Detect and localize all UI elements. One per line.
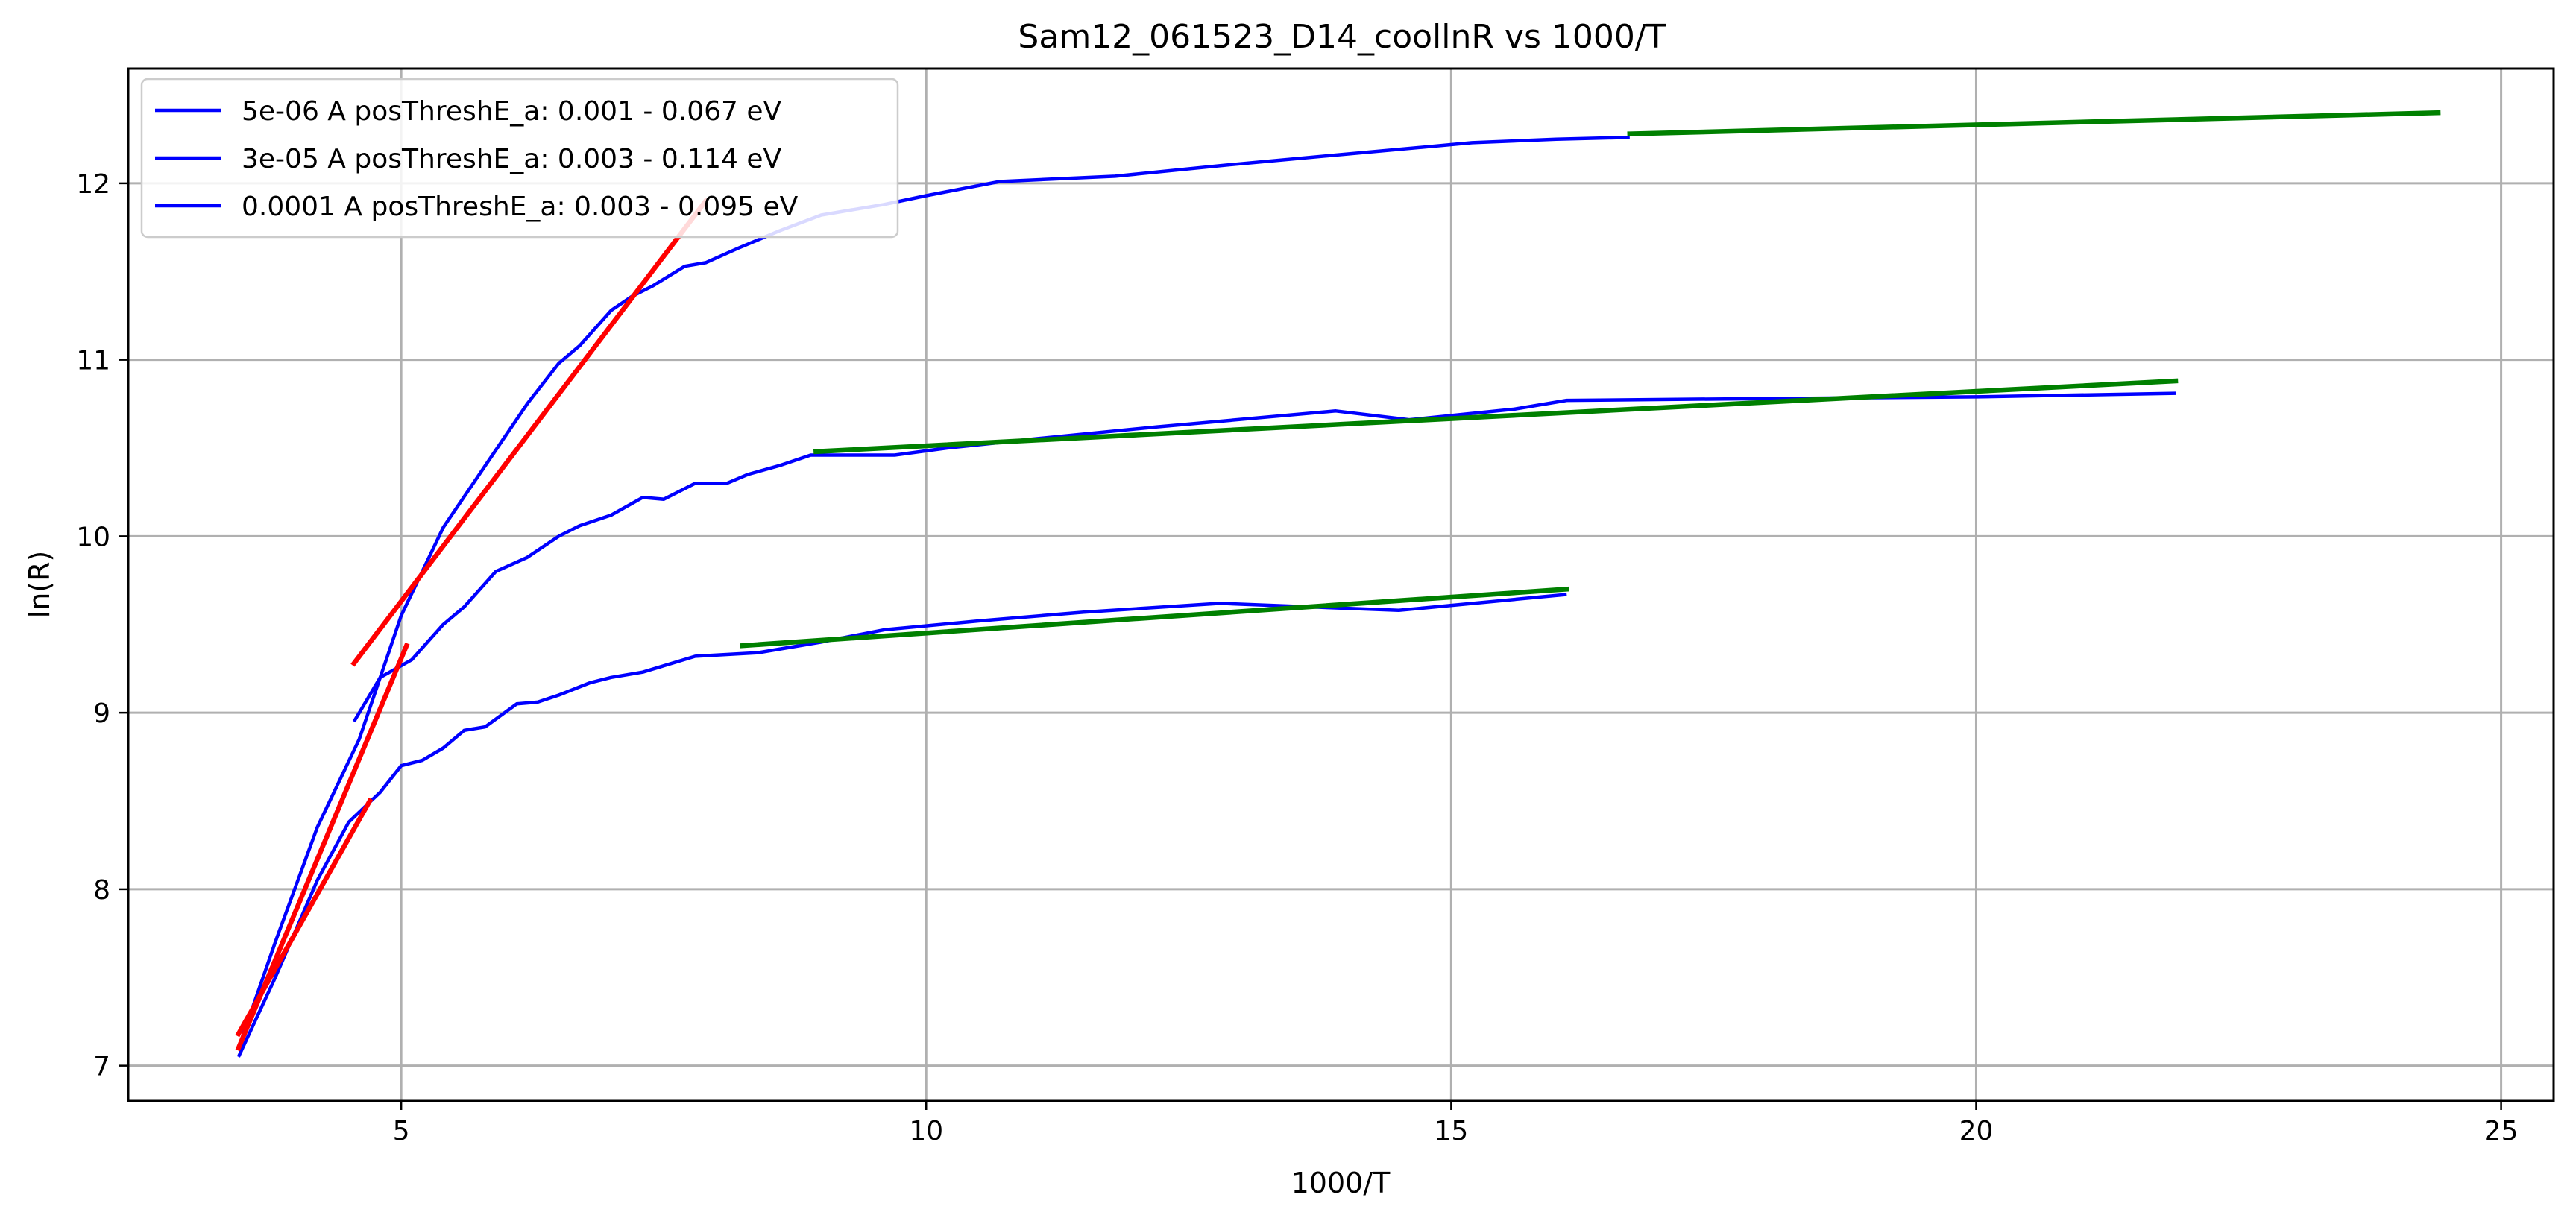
y-tick-label: 9 bbox=[93, 698, 110, 729]
fit-line-1 bbox=[350, 198, 710, 667]
y-axis-label: ln(R) bbox=[23, 551, 56, 619]
x-tick-label: 25 bbox=[2484, 1116, 2519, 1146]
series-line-1 bbox=[236, 136, 1630, 1049]
y-tick-label: 12 bbox=[76, 169, 110, 200]
legend-box bbox=[140, 78, 899, 239]
series-line-3 bbox=[236, 593, 1567, 1058]
fit-line-4 bbox=[1627, 110, 2441, 136]
y-tick-label: 7 bbox=[93, 1052, 110, 1082]
x-tick-label: 10 bbox=[909, 1116, 943, 1146]
x-tick-label: 20 bbox=[1959, 1116, 1994, 1146]
fit-line-3 bbox=[235, 798, 374, 1038]
chart-title: Sam12_061523_D14_coollnR vs 1000/T bbox=[1018, 18, 1666, 56]
legend-label-3: 0.0001 A posThreshE_a: 0.003 - 0.095 eV bbox=[242, 192, 799, 222]
y-tick-label: 10 bbox=[76, 522, 110, 552]
legend: 5e-06 A posThreshE_a: 0.001 - 0.067 eV 3e… bbox=[140, 78, 899, 239]
legend-label-1: 5e-06 A posThreshE_a: 0.001 - 0.067 eV bbox=[242, 96, 782, 127]
legend-label-2: 3e-05 A posThreshE_a: 0.003 - 0.114 eV bbox=[242, 144, 782, 174]
ticks: 5 10 15 20 25 7 8 9 10 11 12 bbox=[76, 169, 2518, 1146]
x-tick-label: 15 bbox=[1434, 1116, 1468, 1146]
plot-frame bbox=[127, 67, 2555, 1102]
fit-line-6 bbox=[740, 586, 1569, 649]
fit-line-5 bbox=[813, 378, 2179, 455]
x-tick-label: 5 bbox=[393, 1116, 410, 1146]
y-tick-label: 8 bbox=[93, 875, 110, 906]
y-tick-label: 11 bbox=[76, 346, 110, 376]
series-layer bbox=[235, 110, 2441, 1058]
x-axis-label: 1000/T bbox=[1291, 1167, 1391, 1199]
series-line-2 bbox=[352, 391, 2176, 723]
